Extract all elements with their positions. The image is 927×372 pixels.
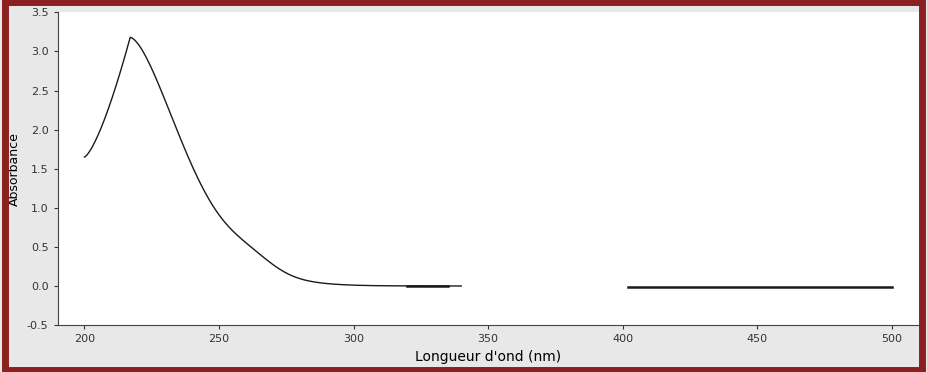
X-axis label: Longueur d'ond (nm): Longueur d'ond (nm) <box>415 350 561 364</box>
Y-axis label: Absorbance: Absorbance <box>8 132 21 206</box>
